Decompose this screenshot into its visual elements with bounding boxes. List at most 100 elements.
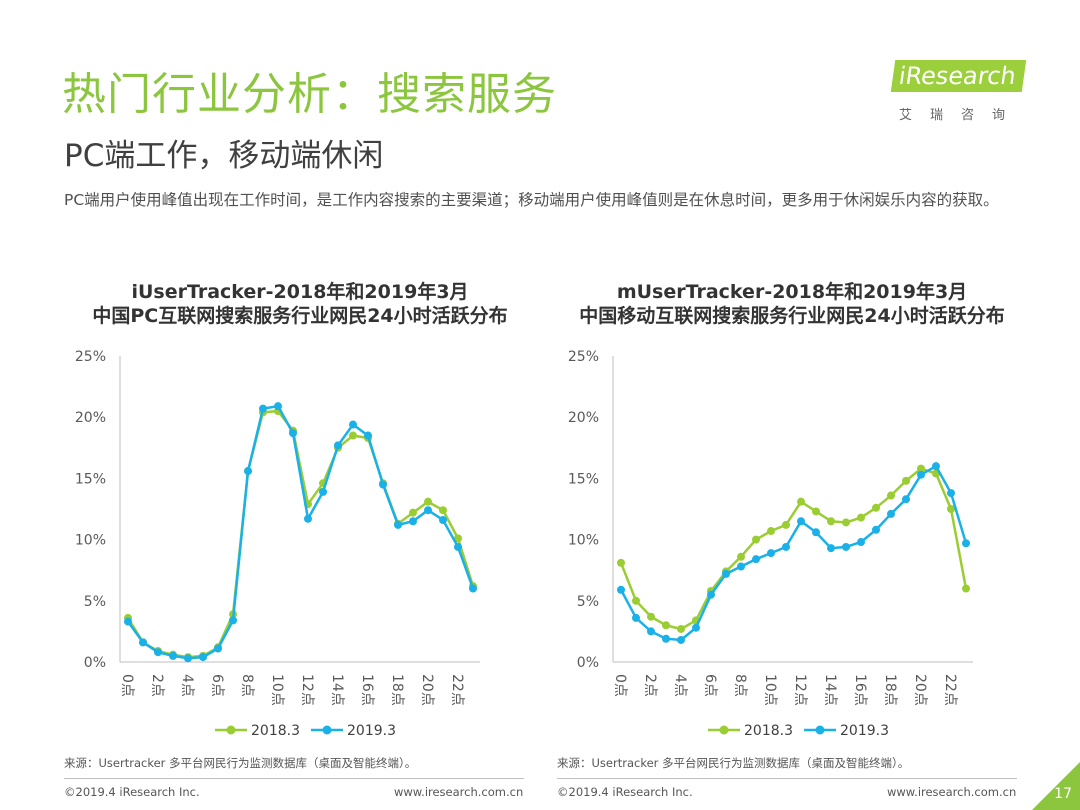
legend-item-2019.3: 2019.3	[804, 723, 889, 739]
data-point	[632, 614, 640, 622]
data-point	[767, 549, 775, 557]
x-tick-label: 20点	[419, 674, 435, 706]
data-point	[902, 477, 910, 485]
data-point	[304, 515, 312, 523]
data-point	[962, 585, 970, 593]
data-point	[677, 625, 685, 633]
data-point	[394, 521, 402, 529]
legend-label: 2018.3	[251, 723, 300, 739]
data-point	[797, 517, 805, 525]
legend-label: 2019.3	[347, 723, 396, 739]
y-tick-label: 20%	[568, 410, 599, 426]
copyright-left: ©2019.4 iResearch Inc.	[64, 785, 200, 799]
data-point	[737, 553, 745, 561]
x-tick-label: 18点	[882, 674, 898, 706]
page-description: PC端用户使用峰值出现在工作时间，是工作内容搜索的主要渠道；移动端用户使用峰值则…	[64, 188, 1034, 213]
chart-2-title: mUserTracker-2018年和2019年3月 中国移动互联网搜索服务行业…	[552, 280, 1032, 328]
data-point	[917, 471, 925, 479]
chart-2-title-line1: mUserTracker-2018年和2019年3月	[552, 280, 1032, 304]
chart-1-title: iUserTracker-2018年和2019年3月 中国PC互联网搜索服务行业…	[60, 280, 540, 328]
pc-activity-line-chart: 0% 5% 10% 15% 20% 25% 0点 2点 4点 6点 8点 10点 12点 14点 16点 18…	[55, 340, 525, 745]
legend-item-2019.3: 2019.3	[311, 723, 396, 739]
series-line-2019.3	[621, 466, 966, 640]
logo-text-cn: 艾瑞咨询	[899, 104, 1023, 123]
legend-item-2018.3: 2018.3	[215, 723, 300, 739]
data-point	[647, 627, 655, 635]
data-point	[259, 405, 267, 413]
iresearch-logo: iResearch 艾瑞咨询	[893, 58, 1033, 128]
data-point	[424, 506, 432, 514]
data-point	[632, 597, 640, 605]
data-point	[677, 636, 685, 644]
data-point	[409, 509, 417, 517]
data-point	[752, 536, 760, 544]
data-point	[827, 517, 835, 525]
data-point	[349, 421, 357, 429]
data-point	[812, 528, 820, 536]
chart-2-title-line2: 中国移动互联网搜索服务行业网民24小时活跃分布	[552, 304, 1032, 328]
data-point	[887, 492, 895, 500]
y-tick-label: 15%	[75, 471, 106, 487]
data-point	[842, 543, 850, 551]
data-point	[439, 506, 447, 514]
data-point	[439, 516, 447, 524]
data-point	[124, 618, 132, 626]
y-tick-label: 25%	[568, 349, 599, 365]
y-tick-label: 0%	[84, 655, 106, 671]
data-point	[872, 526, 880, 534]
website-left: www.iresearch.com.cn	[394, 785, 523, 799]
legend-item-2018.3: 2018.3	[708, 723, 793, 739]
series-line-2018.3	[128, 411, 473, 657]
series-2019.3	[124, 402, 477, 662]
series-line-2019.3	[128, 406, 473, 658]
x-tick-label: 22点	[942, 674, 958, 706]
x-tick-label: 12点	[299, 674, 315, 706]
chart-1-source: 来源：Usertracker 多平台网民行为监测数据库（桌面及智能终端）。	[64, 755, 416, 771]
footer-divider-left	[64, 778, 524, 779]
page-subtitle: PC端工作，移动端休闲	[64, 130, 383, 175]
series-line-2018.3	[621, 469, 966, 629]
chart-2-source: 来源：Usertracker 多平台网民行为监测数据库（桌面及智能终端）。	[557, 755, 909, 771]
y-tick-label: 0%	[577, 655, 599, 671]
y-tick-label: 5%	[84, 594, 106, 610]
legend-swatch-marker	[720, 726, 729, 735]
chart-1-title-line1: iUserTracker-2018年和2019年3月	[60, 280, 540, 304]
x-tick-label: 2点	[149, 674, 165, 697]
legend-label: 2018.3	[744, 723, 793, 739]
data-point	[647, 613, 655, 621]
x-tick-label: 14点	[329, 674, 345, 706]
data-point	[782, 543, 790, 551]
copyright-right: ©2019.4 iResearch Inc.	[557, 785, 693, 799]
data-point	[947, 489, 955, 497]
y-tick-label: 20%	[75, 410, 106, 426]
legend-swatch-marker	[816, 726, 825, 735]
data-point	[334, 441, 342, 449]
data-point	[617, 559, 625, 567]
mobile-activity-line-chart: 0% 5% 10% 15% 20% 25% 0点 2点 4点 6点 8点 10点 12点 14点 16点 18…	[548, 340, 1018, 745]
x-tick-label: 6点	[702, 674, 718, 697]
data-point	[692, 624, 700, 632]
x-tick-label: 16点	[359, 674, 375, 706]
x-tick-label: 20点	[912, 674, 928, 706]
data-point	[962, 539, 970, 547]
page-title: 热门行业分析：搜索服务	[62, 58, 557, 122]
data-point	[887, 510, 895, 518]
x-tick-label: 18点	[389, 674, 405, 706]
x-tick-label: 10点	[269, 674, 285, 706]
data-point	[827, 544, 835, 552]
x-tick-label: 6点	[209, 674, 225, 697]
y-tick-label: 10%	[568, 533, 599, 549]
data-point	[617, 586, 625, 594]
x-tick-label: 14点	[822, 674, 838, 706]
page-number: 17	[1054, 786, 1072, 802]
y-tick-label: 10%	[75, 533, 106, 549]
x-tick-label: 2点	[642, 674, 658, 697]
data-point	[184, 654, 192, 662]
data-point	[782, 521, 790, 529]
x-tick-label: 0点	[119, 674, 135, 697]
data-point	[214, 645, 222, 653]
data-point	[244, 467, 252, 475]
data-point	[409, 517, 417, 525]
data-point	[812, 507, 820, 515]
data-point	[154, 648, 162, 656]
